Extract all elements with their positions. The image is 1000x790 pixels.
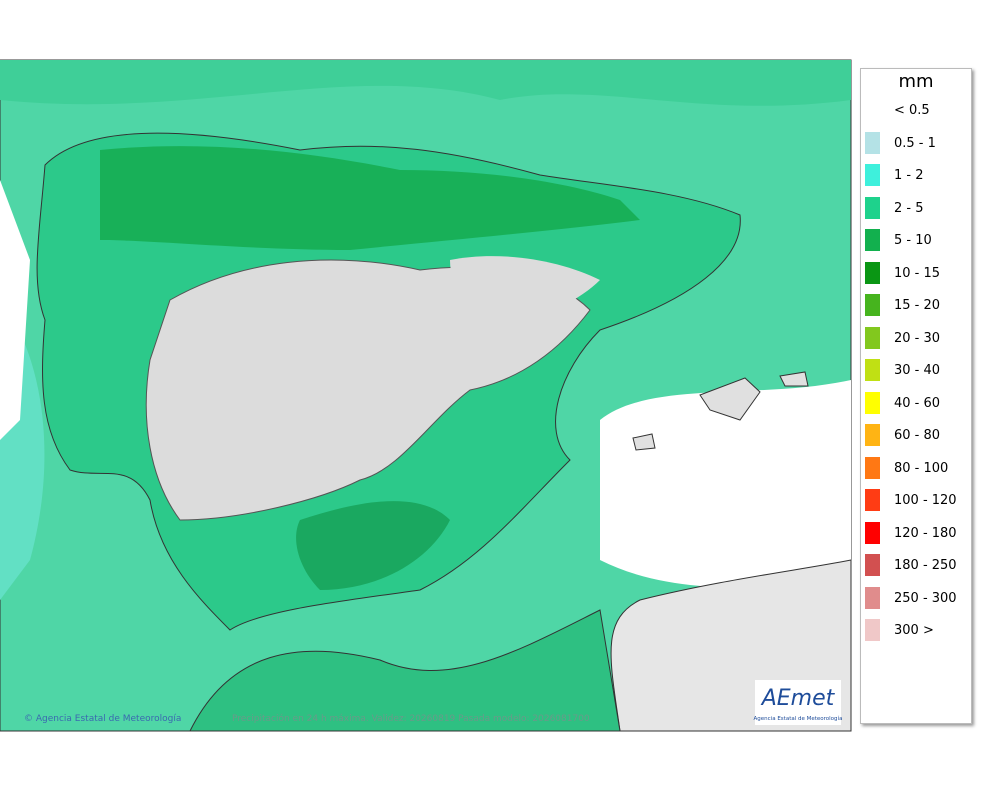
legend-label: 180 - 250 — [894, 558, 957, 573]
legend-label: 15 - 20 — [894, 298, 941, 313]
island — [779, 371, 809, 387]
legend-label: 40 - 60 — [894, 395, 941, 411]
legend-label: 1 - 2 — [894, 168, 924, 183]
sea-shade — [0, 60, 851, 106]
legend-item: 0.5 - 1 — [865, 131, 965, 154]
legend-item: 250 - 300 — [865, 586, 965, 609]
legend-label: < 0.5 — [894, 103, 930, 118]
legend-swatch — [865, 229, 880, 251]
legend-label: 10 - 15 — [894, 265, 941, 281]
legend-swatch — [865, 619, 880, 641]
legend-item: 30 - 40 — [865, 359, 965, 381]
legend-item: 2 - 5 — [865, 196, 965, 219]
legend-label: 5 - 10 — [894, 233, 932, 248]
legend-title: mm — [898, 71, 934, 92]
island — [632, 433, 656, 451]
legend-item: < 0.5 — [865, 99, 965, 121]
legend-label: 60 - 80 — [894, 428, 941, 443]
legend-swatch — [865, 359, 880, 381]
legend-item: 120 - 180 — [865, 521, 965, 544]
legend-swatch — [865, 554, 880, 576]
legend-label: 30 - 40 — [894, 363, 941, 378]
legend-swatch — [865, 261, 880, 284]
south-rain — [296, 501, 450, 590]
logo-box — [755, 680, 841, 725]
legend-item: 15 - 20 — [865, 294, 965, 316]
legend-swatch — [865, 391, 880, 414]
interior — [450, 256, 600, 330]
legend-label: 0.5 - 1 — [894, 135, 936, 151]
legend-item: 40 - 60 — [865, 391, 965, 414]
legend-item: 80 - 100 — [865, 456, 965, 479]
legend-item: 180 - 250 — [865, 554, 965, 576]
legend-swatch — [865, 164, 880, 186]
legend-swatch — [865, 131, 880, 154]
legend-swatch — [865, 489, 880, 511]
island — [699, 377, 761, 421]
north-rain — [100, 146, 640, 250]
legend-label: 250 - 300 — [894, 590, 957, 606]
legend-item: 300 > — [865, 619, 965, 641]
legend-label: 300 > — [894, 623, 934, 638]
legend-label: 120 - 180 — [894, 525, 957, 541]
legend-item: 1 - 2 — [865, 164, 965, 186]
legend-item: 10 - 15 — [865, 261, 965, 284]
legend-item: 20 - 30 — [865, 326, 965, 349]
caption: Precipitación en 24 h máxima. Validez: 2… — [232, 713, 590, 724]
copyright: © Agencia Estatal de Meteorología — [24, 714, 181, 724]
legend-item: 100 - 120 — [865, 489, 965, 511]
legend-swatch — [865, 586, 880, 609]
legend-label: 100 - 120 — [894, 493, 957, 508]
legend-swatch — [865, 521, 880, 544]
legend-swatch — [865, 99, 880, 121]
interior — [145, 259, 591, 521]
legend-item: 5 - 10 — [865, 229, 965, 251]
logo-subtitle: Agencia Estatal de Meteorología — [754, 715, 843, 722]
legend-swatch — [865, 326, 880, 349]
africa — [189, 609, 621, 732]
legend-label: 20 - 30 — [894, 330, 941, 346]
legend-swatch — [865, 294, 880, 316]
copyright-text: Agencia Estatal de Meteorología — [36, 714, 182, 724]
no-rain — [600, 380, 851, 600]
legend-label: 2 - 5 — [894, 200, 924, 216]
no-rain — [0, 180, 30, 440]
legend: mm < 0.5 0.5 - 1 1 - 2 2 - 5 5 - 10 10 - 15 15… — [860, 68, 972, 724]
legend-item: 60 - 80 — [865, 424, 965, 446]
legend-swatch — [865, 456, 880, 479]
logo: AEmet — [760, 686, 836, 711]
legend-swatch — [865, 196, 880, 219]
map: © Agencia Estatal de Meteorología Precip… — [0, 59, 852, 732]
legend-label: 80 - 100 — [894, 460, 949, 476]
legend-swatch — [865, 424, 880, 446]
